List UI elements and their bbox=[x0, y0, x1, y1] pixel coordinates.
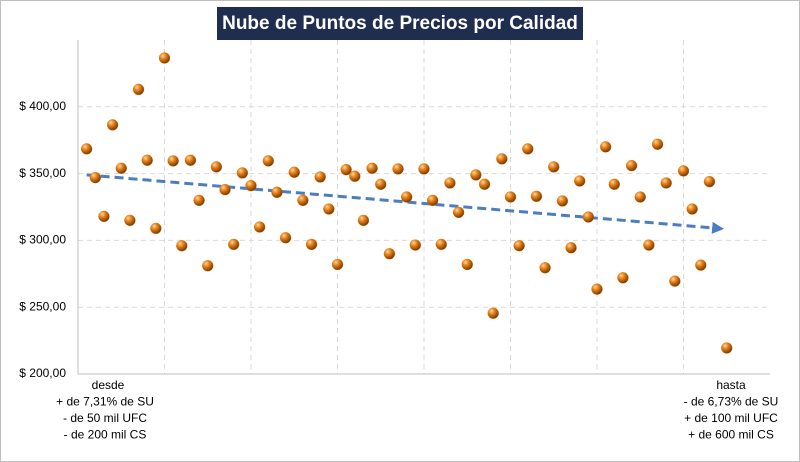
y-tick-label: $ 200,00 bbox=[19, 366, 66, 380]
data-point bbox=[625, 159, 638, 172]
marks bbox=[81, 52, 733, 354]
data-point bbox=[392, 163, 404, 175]
data-point bbox=[426, 194, 439, 206]
right-annotation: - de 6,73% de SU bbox=[684, 395, 779, 409]
y-tick-label: $ 300,00 bbox=[19, 233, 66, 247]
data-point bbox=[253, 221, 266, 233]
data-point bbox=[703, 175, 716, 188]
data-point bbox=[634, 191, 646, 203]
y-tick-label: $ 250,00 bbox=[19, 299, 66, 313]
data-point bbox=[366, 162, 378, 174]
trendline bbox=[86, 173, 725, 234]
data-point bbox=[236, 167, 249, 179]
data-point bbox=[150, 222, 162, 235]
data-point bbox=[323, 203, 335, 215]
left-annotation: - de 200 mil CS bbox=[64, 428, 147, 442]
left-annotation: - de 50 mil UFC bbox=[63, 411, 147, 425]
data-point bbox=[600, 141, 612, 153]
data-point bbox=[461, 258, 473, 271]
data-point bbox=[418, 163, 430, 175]
data-point bbox=[643, 239, 655, 251]
data-point bbox=[297, 194, 309, 206]
data-point bbox=[228, 238, 240, 251]
data-point bbox=[669, 275, 681, 287]
data-point bbox=[245, 179, 257, 192]
data-point bbox=[695, 259, 707, 271]
left-annotation: desde bbox=[92, 378, 125, 392]
data-point bbox=[574, 175, 586, 187]
data-point bbox=[106, 119, 119, 131]
data-point bbox=[409, 239, 422, 251]
data-point bbox=[331, 258, 344, 271]
data-point bbox=[98, 210, 110, 223]
data-point bbox=[651, 138, 664, 150]
data-point bbox=[202, 260, 214, 272]
data-point bbox=[401, 191, 413, 203]
data-point bbox=[349, 170, 361, 182]
data-point bbox=[340, 163, 352, 176]
data-point bbox=[383, 248, 396, 260]
data-point bbox=[89, 171, 101, 184]
data-point bbox=[184, 154, 197, 166]
data-point bbox=[132, 83, 145, 96]
data-point bbox=[721, 342, 733, 354]
data-point bbox=[556, 195, 569, 207]
data-point bbox=[522, 143, 534, 155]
data-point bbox=[530, 190, 543, 202]
data-point bbox=[158, 52, 171, 64]
data-point bbox=[513, 240, 525, 252]
data-point bbox=[210, 161, 223, 173]
data-point bbox=[660, 177, 672, 189]
data-point bbox=[565, 242, 577, 254]
data-point bbox=[591, 283, 603, 295]
y-tick-label: $ 350,00 bbox=[19, 166, 66, 180]
data-point bbox=[375, 178, 387, 190]
data-point bbox=[686, 203, 698, 215]
data-point bbox=[141, 154, 153, 166]
data-point bbox=[496, 153, 508, 165]
data-point bbox=[279, 232, 292, 244]
chart-title: Nube de Puntos de Precios por Calidad bbox=[222, 13, 578, 34]
data-point bbox=[219, 183, 231, 196]
right-annotation: hasta bbox=[716, 378, 746, 392]
data-point bbox=[548, 161, 560, 173]
data-point bbox=[504, 191, 517, 203]
data-point bbox=[357, 214, 370, 227]
y-tick-label: $ 400,00 bbox=[19, 99, 66, 113]
right-annotation: + de 100 mil UFC bbox=[684, 411, 778, 425]
data-point bbox=[582, 211, 594, 223]
data-point bbox=[608, 178, 620, 190]
data-point bbox=[435, 238, 447, 251]
data-point bbox=[478, 178, 491, 190]
data-point bbox=[487, 307, 499, 319]
data-point bbox=[193, 194, 205, 206]
data-point bbox=[124, 214, 136, 227]
title-box bbox=[217, 7, 583, 40]
data-point bbox=[176, 240, 188, 252]
data-point bbox=[452, 206, 465, 218]
data-point bbox=[167, 155, 179, 167]
data-point bbox=[617, 272, 629, 284]
data-point bbox=[314, 171, 326, 183]
data-point bbox=[81, 143, 93, 155]
data-point bbox=[288, 166, 300, 178]
data-point bbox=[305, 238, 318, 251]
data-point bbox=[271, 186, 283, 198]
data-point bbox=[444, 177, 456, 189]
data-point bbox=[262, 155, 274, 167]
data-point bbox=[470, 169, 482, 181]
data-point bbox=[539, 262, 551, 274]
data-point bbox=[115, 162, 127, 174]
right-annotation: + de 600 mil CS bbox=[688, 428, 774, 442]
left-annotation: + de 7,31% de SU bbox=[56, 395, 154, 409]
data-point bbox=[677, 165, 690, 177]
